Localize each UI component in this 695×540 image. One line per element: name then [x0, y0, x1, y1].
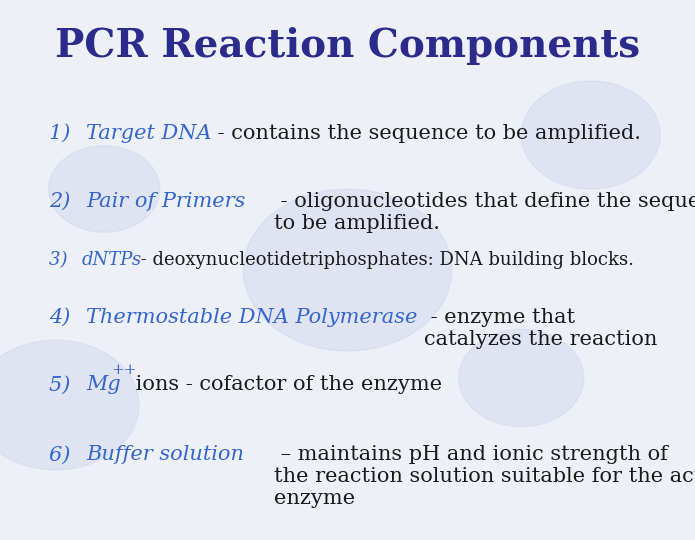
- Text: 1): 1): [49, 124, 76, 143]
- Circle shape: [0, 340, 139, 470]
- Circle shape: [459, 329, 584, 427]
- Text: Pair of Primers: Pair of Primers: [86, 192, 245, 211]
- Circle shape: [49, 146, 160, 232]
- Text: - oligonucleotides that define the sequence
to be amplified.: - oligonucleotides that define the seque…: [274, 192, 695, 233]
- Text: 4): 4): [49, 308, 76, 327]
- Text: Mg: Mg: [86, 375, 121, 394]
- Circle shape: [243, 189, 452, 351]
- Text: 2): 2): [49, 192, 76, 211]
- Text: 5): 5): [49, 375, 76, 394]
- Text: ions - cofactor of the enzyme: ions - cofactor of the enzyme: [129, 375, 443, 394]
- Text: 6): 6): [49, 446, 76, 464]
- Text: - contains the sequence to be amplified.: - contains the sequence to be amplified.: [211, 124, 641, 143]
- Text: Target DNA: Target DNA: [86, 124, 212, 143]
- Text: - enzyme that
catalyzes the reaction: - enzyme that catalyzes the reaction: [424, 308, 657, 349]
- Text: Thermostable DNA Polymerase: Thermostable DNA Polymerase: [86, 308, 418, 327]
- Text: 3): 3): [49, 251, 73, 269]
- Text: Buffer solution: Buffer solution: [86, 446, 244, 464]
- Text: dNTPs: dNTPs: [81, 251, 141, 269]
- Circle shape: [521, 81, 660, 189]
- Text: PCR Reaction Components: PCR Reaction Components: [55, 27, 640, 65]
- Text: - deoxynucleotidetriphosphates: DNA building blocks.: - deoxynucleotidetriphosphates: DNA buil…: [136, 251, 635, 269]
- Text: – maintains pH and ionic strength of
the reaction solution suitable for the acti: – maintains pH and ionic strength of the…: [274, 446, 695, 509]
- Text: ++: ++: [111, 363, 137, 377]
